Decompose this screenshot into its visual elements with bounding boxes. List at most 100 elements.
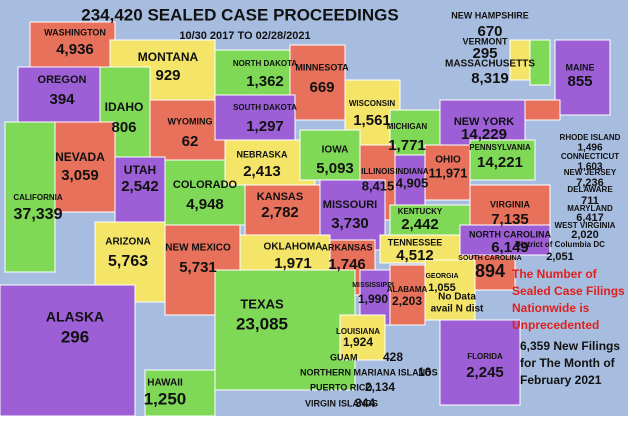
state-name: WISCONSIN <box>349 99 395 108</box>
state-shape <box>439 319 521 406</box>
state-name: RHODE ISLAND <box>560 133 621 142</box>
state-name: NEVADA <box>55 150 105 164</box>
state-value: 4,948 <box>186 196 224 213</box>
state-value: 1,603 <box>577 162 602 173</box>
state-name: MARYLAND <box>567 204 613 213</box>
state-value: 2,020 <box>571 229 599 241</box>
state-value: 37,339 <box>14 206 63 223</box>
state-name: VIRGINIA <box>490 199 531 209</box>
state-value: 6,149 <box>491 239 529 256</box>
state-value: 1,250 <box>144 389 187 408</box>
state-name: MISSISSIPPI <box>352 282 394 289</box>
state-value: 1,771 <box>388 137 426 154</box>
state-name: WYOMING <box>168 116 213 126</box>
state-shape <box>469 139 536 181</box>
state-shape <box>214 269 356 391</box>
state-name: MINNESOTA <box>295 62 349 72</box>
state-name: NORTH DAKOTA <box>233 59 298 68</box>
state-shape <box>469 184 551 231</box>
state-name: UTAH <box>124 163 156 177</box>
state-name: INDIANA <box>395 167 429 176</box>
monthly-note: 6,359 New Filings <box>520 339 620 353</box>
state-shape <box>424 259 476 321</box>
state-name: CALIFORNIA <box>13 193 63 202</box>
state-shape <box>149 99 226 161</box>
state-name: SOUTH DAKOTA <box>233 103 297 112</box>
red-note: Unprecedented <box>512 318 599 332</box>
state-shape <box>554 39 611 116</box>
red-note: The Number of <box>512 267 598 281</box>
state-name: KANSAS <box>257 191 303 203</box>
state-name: MISSOURI <box>323 199 377 211</box>
state-value: 1,746 <box>328 256 366 273</box>
state-value: 2,442 <box>401 216 439 233</box>
state-value: 5,731 <box>179 259 217 276</box>
state-value: 3,730 <box>331 215 369 232</box>
state-value: 23,085 <box>236 314 288 333</box>
territory-value: 344 <box>355 396 375 410</box>
state-name: ARKANSAS <box>321 242 372 252</box>
state-name: MASSACHUSETTS <box>445 59 535 70</box>
state-value: 4,512 <box>396 247 434 264</box>
state-value: 2,203 <box>392 294 422 308</box>
state-value: 2,542 <box>121 178 159 195</box>
territory-name: VIRGIN ISLANDS <box>305 398 378 408</box>
state-name: IOWA <box>322 145 349 156</box>
state-name: VERMONT <box>463 36 509 46</box>
state-value: 806 <box>111 119 136 136</box>
state-shape <box>524 99 561 121</box>
state-value: 11,971 <box>428 165 467 180</box>
state-name: WASHINGTON <box>44 27 106 37</box>
state-name: NEW YORK <box>454 116 514 128</box>
state-name: MICHIGAN <box>387 122 428 131</box>
state-shape <box>214 94 296 141</box>
red-note: Sealed Case Filings <box>512 284 625 298</box>
state-name: FLORIDA <box>467 352 503 361</box>
subtitle: 10/30 2017 TO 02/28/2021 <box>179 30 310 42</box>
state-name: GEORGIA <box>425 273 458 280</box>
state-value: 1,971 <box>274 255 312 272</box>
state-shape <box>389 264 426 326</box>
state-value: 6,417 <box>576 212 604 224</box>
state-value: 295 <box>472 45 497 62</box>
state-name: HAWAII <box>147 378 183 389</box>
state-name: ILLINOIS <box>361 167 395 176</box>
state-value: 894 <box>475 261 505 281</box>
territory-name: PUERTO RICO <box>310 382 372 392</box>
state-shape <box>459 224 551 256</box>
state-name: CONNECTICUT <box>561 152 619 161</box>
state-name: OHIO <box>435 155 461 166</box>
state-name: DELAWARE <box>567 185 613 194</box>
state-name: MONTANA <box>138 50 199 64</box>
territory-value: 16 <box>418 365 432 379</box>
state-shape <box>0 284 136 417</box>
state-name: OREGON <box>38 74 87 86</box>
state-name: NEBRASKA <box>236 149 288 159</box>
state-name: SOUTH CAROLINA <box>458 255 521 262</box>
state-name: NEW JERSEY <box>564 168 617 177</box>
territory-name: GUAM <box>330 352 358 362</box>
territory-name: NORTHERN MARIANA ISLANDS <box>300 367 438 377</box>
state-value: 1,990 <box>358 292 388 306</box>
state-value: 1,924 <box>343 335 373 349</box>
georgia-note: No Data <box>438 292 476 303</box>
state-name: PENNSYLVANIA <box>469 143 531 152</box>
state-value: 7,236 <box>576 177 604 189</box>
state-name: KENTUCKY <box>398 207 443 216</box>
state-value: 1,055 <box>428 282 456 294</box>
territory-value: 2,134 <box>365 380 395 394</box>
state-shape <box>17 66 101 123</box>
labels: 234,420 SEALED CASE PROCEEDINGS 10/30 20… <box>13 5 625 410</box>
monthly-note: February 2021 <box>520 373 602 387</box>
territory-value: 428 <box>383 350 403 364</box>
title: 234,420 SEALED CASE PROCEEDINGS <box>81 5 398 24</box>
state-value: 4,905 <box>396 175 429 190</box>
state-shape <box>299 129 361 181</box>
state-name: ARIZONA <box>105 237 151 248</box>
state-shape <box>469 254 516 291</box>
state-value: 296 <box>61 327 89 346</box>
state-shape <box>509 39 531 81</box>
state-value: 62 <box>182 133 199 150</box>
state-value: 670 <box>477 23 502 40</box>
state-shape <box>319 179 386 251</box>
